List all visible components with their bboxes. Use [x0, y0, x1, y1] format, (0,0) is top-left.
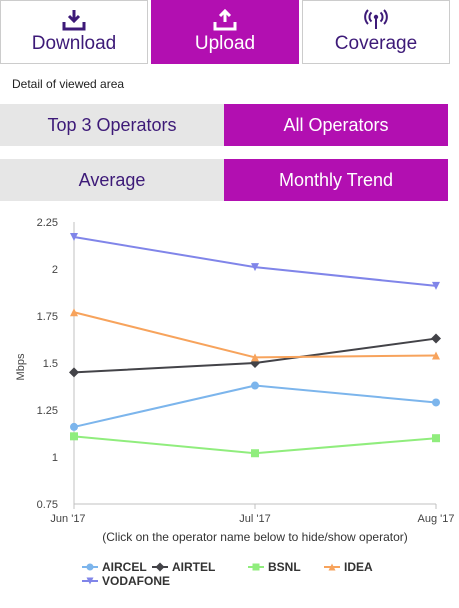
- chart-legend: AIRCEL AIRTEL BSNL IDEA VODAFONE: [82, 560, 373, 588]
- legend-item-airtel[interactable]: AIRTEL: [152, 560, 215, 574]
- tab-upload-label: Upload: [194, 33, 256, 54]
- top3-operators-button[interactable]: Top 3 Operators: [0, 104, 224, 146]
- data-point-aircel: [432, 398, 440, 407]
- data-point-vodafone: [251, 263, 259, 272]
- data-point-aircel: [70, 422, 78, 431]
- series-line-aircel: [73, 384, 437, 428]
- y-axis-title: Mbps: [15, 353, 27, 380]
- y-tick-label: 2: [52, 264, 58, 276]
- legend-item-bsnl[interactable]: BSNL: [248, 560, 301, 574]
- tab-coverage-label: Coverage: [334, 33, 418, 54]
- y-tick-label: 1.75: [37, 311, 58, 323]
- legend-label-idea: IDEA: [344, 560, 373, 574]
- legend-item-aircel[interactable]: AIRCEL: [82, 560, 147, 574]
- legend-marker-idea: [328, 563, 336, 571]
- y-tick-label: 1: [52, 452, 58, 464]
- data-point-bsnl: [251, 449, 259, 458]
- tab-upload[interactable]: Upload: [151, 0, 299, 64]
- data-point-vodafone: [70, 233, 78, 242]
- legend-marker-bsnl: [252, 563, 260, 571]
- all-operators-button[interactable]: All Operators: [224, 104, 448, 146]
- view-toggle: Average Monthly Trend: [0, 159, 448, 201]
- y-tick-label: 1.25: [37, 405, 58, 417]
- upload-icon: [213, 9, 237, 31]
- data-point-idea: [251, 353, 259, 362]
- legend-marker-aircel: [86, 563, 94, 571]
- download-icon: [62, 10, 86, 31]
- legend-marker-vodafone: [86, 577, 94, 585]
- data-point-airtel: [431, 333, 441, 344]
- tab-download-label: Download: [31, 33, 117, 54]
- legend-item-vodafone[interactable]: VODAFONE: [82, 574, 170, 588]
- monthly-trend-button[interactable]: Monthly Trend: [224, 159, 448, 201]
- series-line-idea: [73, 311, 437, 359]
- legend-label-vodafone: VODAFONE: [102, 574, 170, 588]
- legend-label-aircel: AIRCEL: [102, 560, 147, 574]
- metric-tabs: Download Upload Coverage: [0, 0, 450, 64]
- signal-tower-icon: [364, 9, 388, 29]
- x-tick-label: Aug '17: [418, 513, 455, 525]
- y-tick-label: 0.75: [37, 499, 58, 511]
- data-point-vodafone: [432, 281, 440, 290]
- area-caption: Detail of viewed area: [12, 77, 125, 91]
- upload-trend-chart: 0.75 1 1.25 1.5 1.75 2 2.25 Jun '17 Jul '17 Aug '…: [15, 217, 455, 588]
- series-line-vodafone: [73, 236, 437, 287]
- data-point-idea: [432, 351, 440, 360]
- data-point-idea: [70, 308, 78, 317]
- legend-hint: (Click on the operator name below to hid…: [102, 530, 408, 544]
- x-tick-label: Jun '17: [50, 513, 85, 525]
- data-point-bsnl: [432, 434, 440, 443]
- average-button[interactable]: Average: [0, 159, 224, 201]
- chart-series: [69, 233, 441, 458]
- operator-toggle: Top 3 Operators All Operators: [0, 104, 448, 146]
- legend-label-bsnl: BSNL: [268, 560, 301, 574]
- data-point-bsnl: [70, 432, 78, 441]
- tab-coverage[interactable]: Coverage: [302, 0, 450, 64]
- legend-label-airtel: AIRTEL: [172, 560, 215, 574]
- data-point-aircel: [251, 381, 259, 390]
- x-tick-label: Jul '17: [239, 513, 270, 525]
- y-tick-label: 2.25: [37, 217, 58, 229]
- y-tick-label: 1.5: [43, 358, 58, 370]
- legend-item-idea[interactable]: IDEA: [324, 560, 373, 574]
- legend-marker-airtel: [155, 562, 165, 572]
- tab-download[interactable]: Download: [0, 0, 148, 64]
- data-point-airtel: [69, 367, 79, 378]
- chart-axes: 0.75 1 1.25 1.5 1.75 2 2.25 Jun '17 Jul '17 Aug '…: [37, 217, 455, 525]
